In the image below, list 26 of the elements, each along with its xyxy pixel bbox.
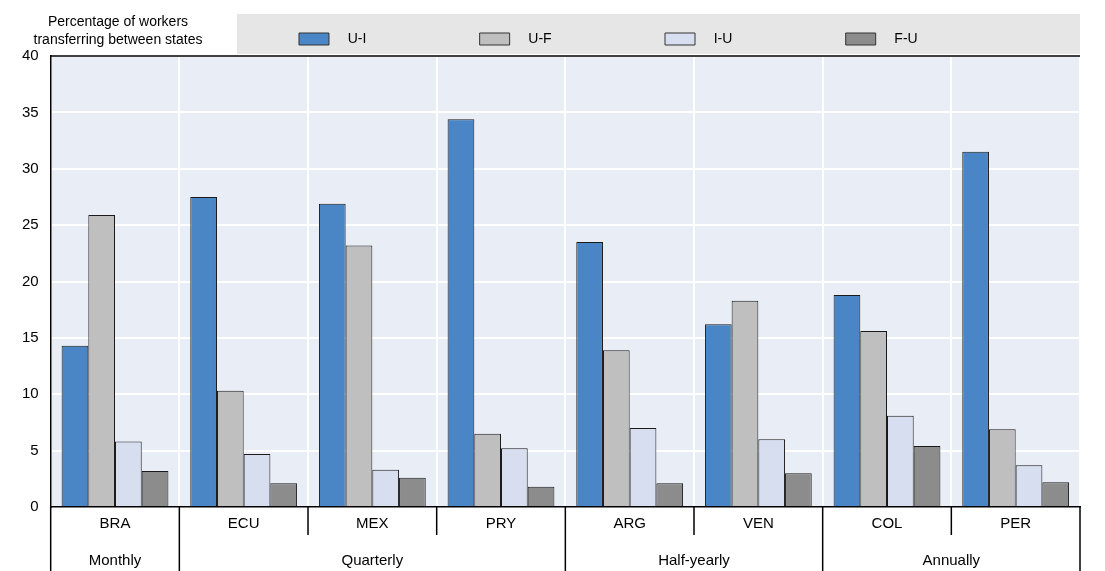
y-tick-label: 5: [30, 440, 39, 458]
legend-label: I-U: [702, 29, 826, 46]
legend-label: U-F: [516, 29, 646, 46]
x-tick-label: PRY: [485, 514, 517, 532]
y-tick-label: 35: [22, 102, 39, 120]
x-tick-label: MEX: [356, 514, 389, 532]
text: Quarterly: [341, 551, 404, 569]
y-tick-label: 20: [22, 271, 39, 289]
x-tick-label: PER: [1000, 514, 1032, 532]
y-tick-label: 15: [22, 328, 39, 346]
x-tick-label: BRA: [99, 514, 131, 532]
y-tick-label: 0: [30, 497, 39, 515]
y-tick-label: 40: [22, 46, 39, 64]
y-axis-title: Percentage of workers transferring between states: [33, 12, 203, 47]
legend-label: U-I: [335, 29, 460, 46]
text: Annually: [922, 551, 981, 569]
x-tick-label: ECU: [227, 514, 260, 532]
y-tick-label: 25: [22, 215, 39, 233]
text: Half-yearly: [658, 551, 731, 569]
text: Monthly: [88, 551, 142, 569]
x-tick-label: COL: [871, 514, 903, 532]
y-tick-label: 30: [22, 158, 39, 176]
x-tick-label: VEN: [742, 514, 774, 532]
x-tick-label: ARG: [613, 514, 646, 532]
y-tick-label: 10: [22, 384, 39, 402]
legend-label: F-U: [882, 29, 1012, 46]
